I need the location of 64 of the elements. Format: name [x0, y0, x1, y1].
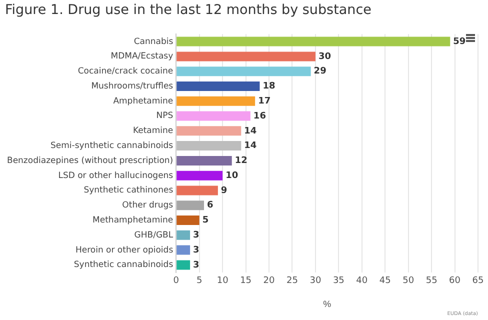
- x-tick-label: 65: [472, 276, 484, 286]
- y-tick-label: Cocaine/crack cocaine: [78, 66, 174, 77]
- x-tick-label: 50: [402, 276, 414, 286]
- bar: [176, 111, 250, 121]
- x-tick-label: 5: [196, 276, 202, 286]
- x-tick-label: 20: [263, 276, 276, 286]
- bar: [176, 36, 450, 46]
- data-label: 17: [258, 96, 271, 106]
- x-axis-title: %: [323, 299, 332, 310]
- data-label: 3: [193, 245, 200, 256]
- bar: [176, 96, 256, 106]
- data-label: 14: [244, 126, 257, 136]
- y-tick-label: Mushrooms/truffles: [91, 81, 174, 92]
- bar: [176, 81, 260, 91]
- data-label: 18: [262, 82, 276, 92]
- y-tick-label: Heroin or other opioids: [75, 245, 174, 256]
- y-tick-label: Synthetic cathinones: [84, 186, 174, 196]
- bar: [176, 216, 200, 226]
- bar: [176, 52, 316, 62]
- data-label: 30: [318, 52, 331, 62]
- data-label: 29: [314, 66, 326, 77]
- data-label: 3: [193, 230, 200, 241]
- x-tick-label: 15: [240, 276, 252, 286]
- x-tick-label: 25: [286, 276, 298, 286]
- bar: [176, 156, 232, 166]
- bar: [176, 141, 242, 151]
- data-label: 12: [234, 156, 248, 166]
- bar: [176, 260, 190, 270]
- y-tick-label: Amphetamine: [113, 96, 174, 106]
- y-tick-label: GHB/GBL: [134, 230, 174, 240]
- data-label: 59: [453, 36, 466, 47]
- y-tick-label: Benzodiazepines (without prescription): [6, 156, 174, 166]
- bar: [176, 126, 242, 136]
- data-label: 5: [202, 216, 209, 226]
- bar: [176, 170, 223, 180]
- y-tick-label: Ketamine: [132, 126, 174, 136]
- y-tick-label: Other drugs: [122, 200, 174, 211]
- data-label: 6: [206, 200, 214, 211]
- x-tick-label: 60: [449, 276, 461, 286]
- y-tick-label: Cannabis: [134, 36, 174, 47]
- y-tick-label: Synthetic cannabinoids: [74, 260, 174, 270]
- data-label: 10: [226, 170, 238, 181]
- y-tick-label: LSD or other hallucinogens: [58, 170, 174, 181]
- x-tick-label: 35: [332, 276, 344, 286]
- x-tick-label: 30: [310, 276, 322, 286]
- y-tick-label: Methamphetamine: [92, 215, 174, 226]
- y-tick-label: NPS: [156, 111, 174, 122]
- x-tick-label: 55: [426, 276, 438, 286]
- chart-title: Figure 1. Drug use in the last 12 months by substance: [5, 2, 372, 18]
- bar: [176, 66, 311, 76]
- data-label: 14: [244, 141, 257, 152]
- x-tick-label: 40: [356, 276, 368, 286]
- data-label: 9: [220, 186, 228, 196]
- bar: [176, 200, 204, 210]
- x-tick-label: 10: [216, 276, 229, 286]
- bar: [176, 230, 190, 240]
- data-label: 3: [193, 260, 200, 270]
- data-label: 16: [253, 111, 266, 122]
- y-tick-label: MDMA/Ecstasy: [110, 52, 174, 62]
- x-tick-label: 0: [173, 276, 180, 286]
- bar: [176, 186, 218, 196]
- bar: [176, 245, 190, 255]
- x-tick-label: 45: [379, 276, 391, 286]
- y-tick-label: Semi-synthetic cannabinoids: [50, 141, 174, 152]
